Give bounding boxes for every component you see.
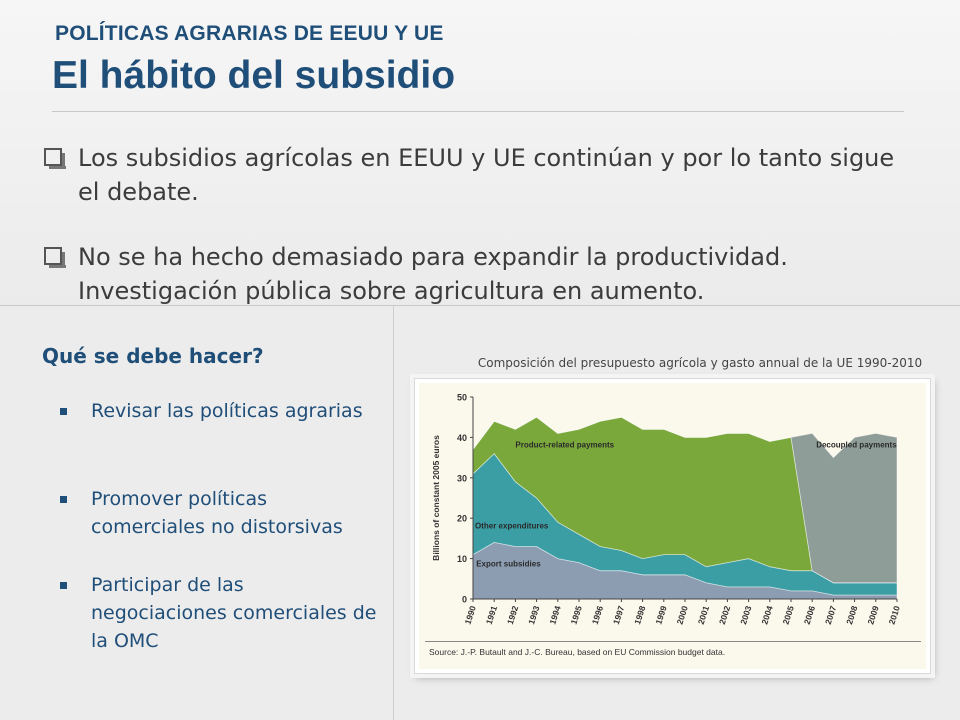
series-label: Decoupled payments (816, 441, 897, 450)
action-item-2-text: Promover políticas comerciales no distor… (91, 488, 343, 538)
x-tick-label: 2007 (823, 604, 838, 625)
x-tick-label: 1997 (611, 604, 626, 625)
bullet-2-text: No se ha hecho demasiado para expandir l… (78, 243, 788, 305)
x-tick-label: 1996 (590, 604, 605, 625)
y-tick-label: 40 (457, 433, 467, 443)
x-tick-label: 2006 (802, 604, 817, 625)
chart-caption: Composición del presupuesto agrícola y g… (477, 356, 923, 370)
x-tick-label: 1990 (463, 604, 478, 625)
y-axis-label: Billions of constant 2005 euros (431, 435, 441, 561)
x-tick-label: 2000 (675, 604, 690, 625)
x-tick-label: 1999 (653, 604, 668, 625)
bullet-2: No se ha hecho demasiado para expandir l… (44, 240, 914, 308)
chart-source: Source: J.-P. Butault and J.-C. Bureau, … (429, 647, 726, 657)
chart-svg: 0 10 20 30 40 50 1990 1991 1992 1993 1994 1995 1996 1… (431, 393, 902, 626)
top-background (0, 0, 960, 305)
action-item-3: Participar de las negociaciones comercia… (60, 571, 385, 655)
x-tick-label: 1992 (505, 604, 520, 625)
x-tick-label: 2008 (844, 604, 859, 625)
y-tick-label: 30 (457, 473, 467, 483)
action-item-2: Promover políticas comerciales no distor… (60, 485, 385, 541)
checkbox-bullet-icon (44, 148, 66, 169)
bullet-1: Los subsidios agrícolas en EEUU y UE con… (44, 141, 914, 209)
series-label: Other expenditures (475, 521, 549, 530)
action-item-1-text: Revisar las políticas agrarias (91, 400, 363, 422)
action-item-3-text: Participar de las negociaciones comercia… (91, 574, 377, 652)
x-tick-label: 1995 (569, 604, 584, 625)
x-tick-label: 2009 (865, 604, 880, 625)
slide-title: El hábito del subsidio (52, 54, 456, 97)
x-tick-label: 2003 (738, 604, 753, 625)
x-tick-label: 2002 (717, 604, 732, 625)
x-tick-label: 2005 (781, 604, 796, 625)
area-decoupled-payments (472, 416, 898, 584)
y-tick-label: 50 (457, 393, 467, 403)
source-rule (425, 641, 921, 642)
chart-area: 0 10 20 30 40 50 1990 1991 1992 1993 1994 1995 1996 1… (419, 383, 926, 669)
square-bullet-icon (60, 496, 67, 503)
title-rule (52, 111, 904, 112)
chart-frame: 0 10 20 30 40 50 1990 1991 1992 1993 1994 1995 1996 1… (414, 378, 931, 674)
section-divider (0, 305, 960, 306)
square-bullet-icon (60, 582, 67, 589)
x-tick-label: 1993 (526, 604, 541, 625)
x-tick-label: 1998 (632, 604, 647, 625)
square-bullet-icon (60, 408, 67, 415)
series-label: Export subsidies (476, 560, 541, 569)
y-tick-label: 20 (457, 514, 467, 524)
y-tick-label: 10 (457, 554, 467, 564)
x-tick-label: 1994 (547, 604, 562, 625)
x-tick-label: 2001 (696, 604, 711, 625)
checkbox-bullet-icon (44, 247, 66, 268)
series-label: Product-related payments (515, 441, 614, 450)
bullet-1-text: Los subsidios agrícolas en EEUU y UE con… (78, 144, 895, 206)
column-divider (393, 305, 394, 720)
action-item-1: Revisar las políticas agrarias (60, 397, 385, 425)
x-tick-label: 2010 (887, 604, 902, 625)
x-tick-label: 1991 (484, 604, 499, 625)
y-tick-label: 0 (462, 595, 467, 605)
section-heading: Qué se debe hacer? (42, 344, 264, 368)
slide-kicker: POLÍTICAS AGRARIAS DE EEUU Y UE (55, 22, 444, 45)
x-tick-label: 2004 (759, 604, 774, 625)
